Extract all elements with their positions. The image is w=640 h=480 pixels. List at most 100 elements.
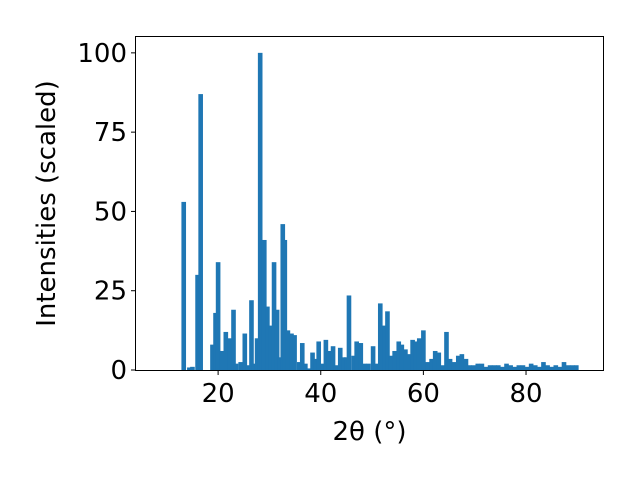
bar <box>323 339 329 370</box>
bar <box>259 243 265 370</box>
bar <box>516 365 522 370</box>
bar <box>508 365 513 370</box>
bar <box>429 358 434 370</box>
bar <box>479 363 485 370</box>
bar <box>231 309 236 370</box>
bar <box>553 365 559 370</box>
bar <box>557 366 563 370</box>
bar <box>392 350 397 370</box>
bar <box>341 357 346 370</box>
bar <box>299 343 305 370</box>
bar <box>316 341 322 370</box>
bar <box>213 312 218 370</box>
bar <box>528 363 534 370</box>
bar <box>187 367 192 370</box>
x-axis-ticks: 20 40 60 80 <box>202 370 543 409</box>
bar <box>545 365 550 370</box>
bar <box>406 354 412 370</box>
bar <box>227 338 233 370</box>
bar <box>537 366 542 370</box>
bar <box>561 362 567 370</box>
bar <box>491 365 497 370</box>
bar <box>463 358 469 370</box>
bar <box>425 362 430 370</box>
bar <box>432 350 438 370</box>
bar <box>310 352 315 370</box>
bar <box>512 366 518 370</box>
bar <box>277 357 282 370</box>
bar <box>330 346 336 370</box>
bar <box>292 335 297 370</box>
bar <box>181 201 187 370</box>
bar <box>366 363 371 370</box>
bar <box>496 365 501 370</box>
bar <box>289 333 294 370</box>
bar <box>242 333 248 370</box>
x-tick-label: 40 <box>304 379 337 409</box>
bar <box>373 363 379 370</box>
bar <box>285 330 291 370</box>
bar <box>421 330 426 370</box>
bar <box>254 338 260 370</box>
bar <box>444 331 449 370</box>
bar <box>282 239 288 370</box>
bar <box>268 325 273 370</box>
bar <box>471 365 476 370</box>
bar <box>541 362 546 370</box>
x-tick-label: 20 <box>202 379 235 409</box>
bar <box>210 344 215 370</box>
bar <box>333 365 339 370</box>
bar <box>370 346 376 370</box>
bar <box>219 350 225 370</box>
bar <box>455 355 461 370</box>
bar <box>388 355 393 370</box>
bar <box>306 368 311 370</box>
bar <box>245 365 251 370</box>
bar <box>565 365 571 370</box>
bar <box>475 363 481 370</box>
bar <box>504 363 509 370</box>
plot-frame <box>135 36 604 371</box>
bar <box>549 366 554 370</box>
bar <box>274 309 280 370</box>
bar <box>413 341 418 370</box>
x-axis-label: 2θ (°) <box>332 417 406 447</box>
y-tick-label: 25 <box>94 277 127 307</box>
y-axis-label: Intensities (scaled) <box>32 80 62 327</box>
y-tick-label: 100 <box>77 39 127 69</box>
bar <box>303 363 308 370</box>
y-tick-label: 0 <box>110 356 127 386</box>
x-tick-label: 60 <box>407 379 440 409</box>
bar <box>251 363 257 370</box>
bar <box>569 365 575 370</box>
bar <box>532 365 538 370</box>
y-tick-label: 50 <box>94 197 127 227</box>
bar <box>459 354 465 370</box>
bar <box>520 365 526 370</box>
bar <box>198 94 203 370</box>
bar <box>233 363 239 370</box>
bar <box>346 295 352 370</box>
bar <box>195 274 200 370</box>
bar <box>574 365 579 370</box>
bars-group <box>181 52 579 371</box>
bar <box>337 347 343 370</box>
bar <box>410 339 415 370</box>
bar <box>524 366 530 370</box>
bar <box>351 355 356 370</box>
bar <box>358 343 364 370</box>
bar <box>385 311 390 370</box>
bar <box>377 303 383 370</box>
bar <box>416 338 422 370</box>
bar <box>344 357 349 370</box>
bar <box>399 344 405 370</box>
bar <box>487 365 493 370</box>
bar <box>271 262 277 370</box>
bar <box>313 358 318 370</box>
bar <box>362 363 367 370</box>
bar <box>354 341 359 370</box>
bar <box>320 363 326 370</box>
bar <box>467 365 472 370</box>
bar <box>436 352 442 370</box>
